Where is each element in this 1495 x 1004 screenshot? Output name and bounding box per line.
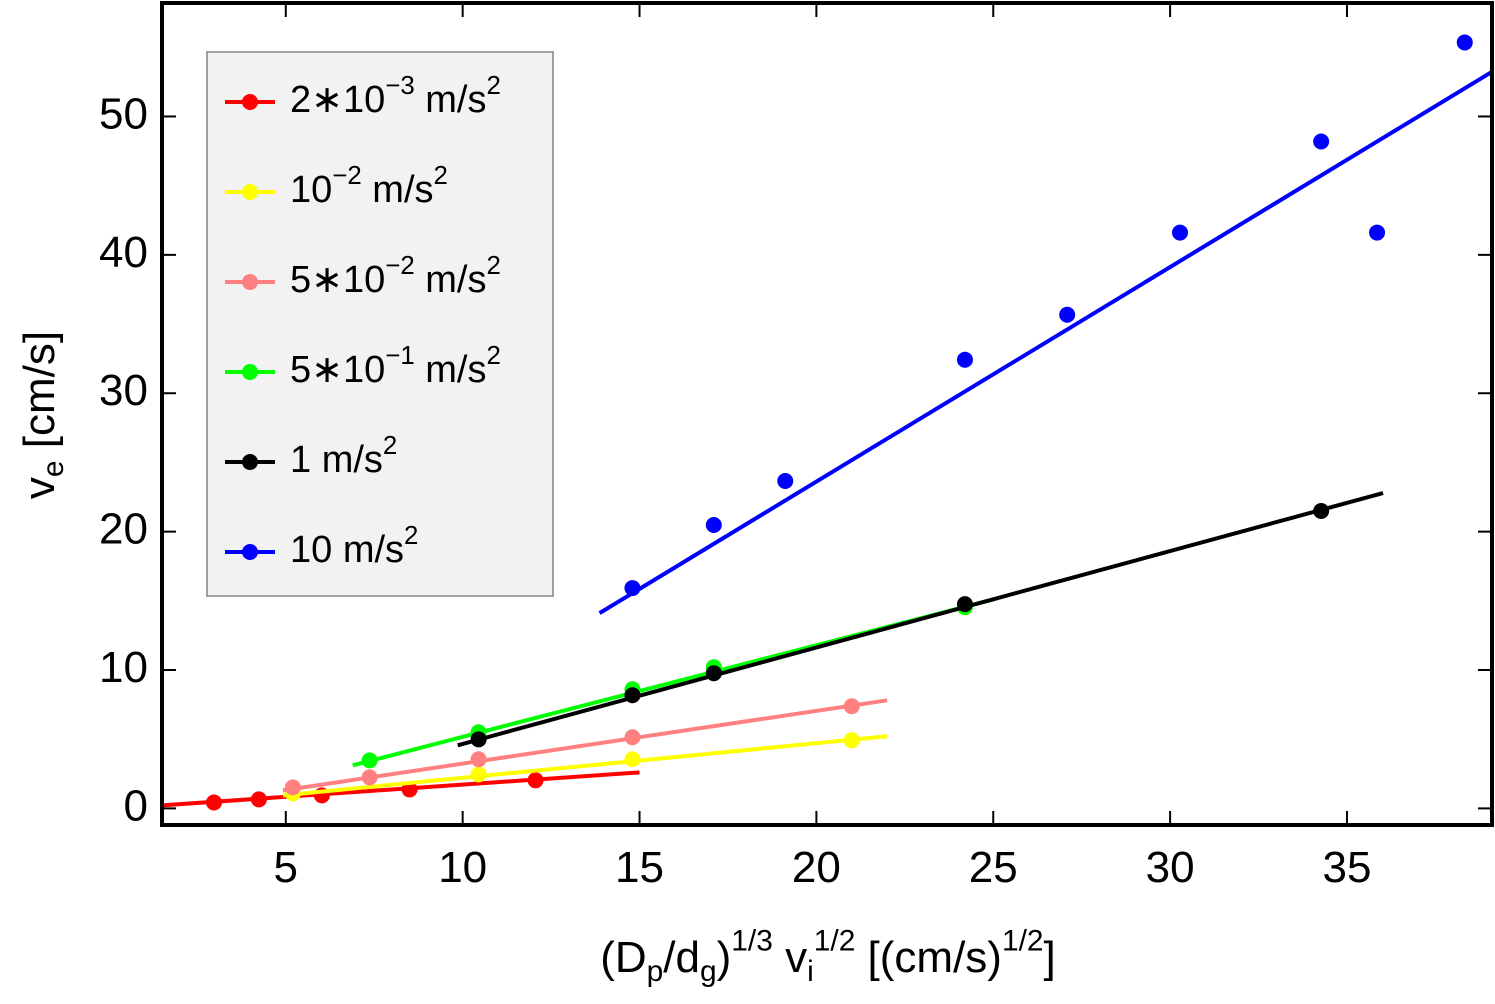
x-tick-label: 5 [274,843,298,892]
legend-label: 10 m/s2​ [290,522,418,571]
data-point [1172,224,1189,241]
data-point [705,516,722,533]
data-point [401,781,418,798]
legend-label: 5∗10−1​ m/s2​ [290,342,501,391]
data-point [624,751,641,768]
data-point [705,665,722,682]
data-point [624,580,641,597]
data-point [1059,306,1076,323]
data-point [470,766,487,783]
legend-marker [242,544,258,560]
x-tick-label: 15 [615,843,664,892]
legend-marker [242,274,258,290]
data-point [527,772,544,789]
data-point [205,794,222,811]
data-point [284,779,301,796]
data-point [361,769,378,786]
fit-line [457,491,1384,748]
legend-marker [242,184,258,200]
data-point [843,698,860,715]
data-point [1456,34,1473,51]
data-point [624,729,641,746]
data-point [361,752,378,769]
x-tick-label: 20 [792,843,841,892]
x-tick-label: 35 [1322,843,1371,892]
data-point [1369,224,1386,241]
legend-box [206,51,554,597]
data-point [470,731,487,748]
plot-frame [160,1,1494,827]
legend-label: 1 m/s2​ [290,432,397,481]
y-tick-label: 20 [99,504,148,553]
legend-marker [242,364,258,380]
data-point [956,596,973,613]
y-axis-label: ve​ [cm/s] [15,331,70,499]
data-point [470,751,487,768]
data-point [250,791,267,808]
x-tick-label: 30 [1146,843,1195,892]
y-tick-label: 30 [99,366,148,415]
data-point [1313,503,1330,520]
legend-label: 5∗10−2​ m/s2​ [290,252,501,301]
fit-line [161,770,640,808]
data-point [1313,133,1330,150]
data-point [956,351,973,368]
x-tick-label: 25 [969,843,1018,892]
fit-line [598,70,1492,615]
legend-label: 10−2​ m/s2​ [290,162,448,211]
y-tick-label: 50 [99,89,148,138]
data-point [843,732,860,749]
legend-marker [242,454,258,470]
legend-marker [242,94,258,110]
data-point [777,472,794,489]
data-point [624,687,641,704]
fit-line [282,734,888,798]
x-axis-label: (Dp​/dg​)1/3​ vi​1/2​ [(cm/s)1/2​] [600,924,1056,988]
y-tick-label: 10 [99,643,148,692]
x-tick-label: 10 [438,843,487,892]
y-tick-label: 40 [99,227,148,276]
legend-label: 2∗10−3​ m/s2​ [290,72,501,121]
fit-line [282,698,888,793]
y-tick-label: 0 [124,781,148,830]
